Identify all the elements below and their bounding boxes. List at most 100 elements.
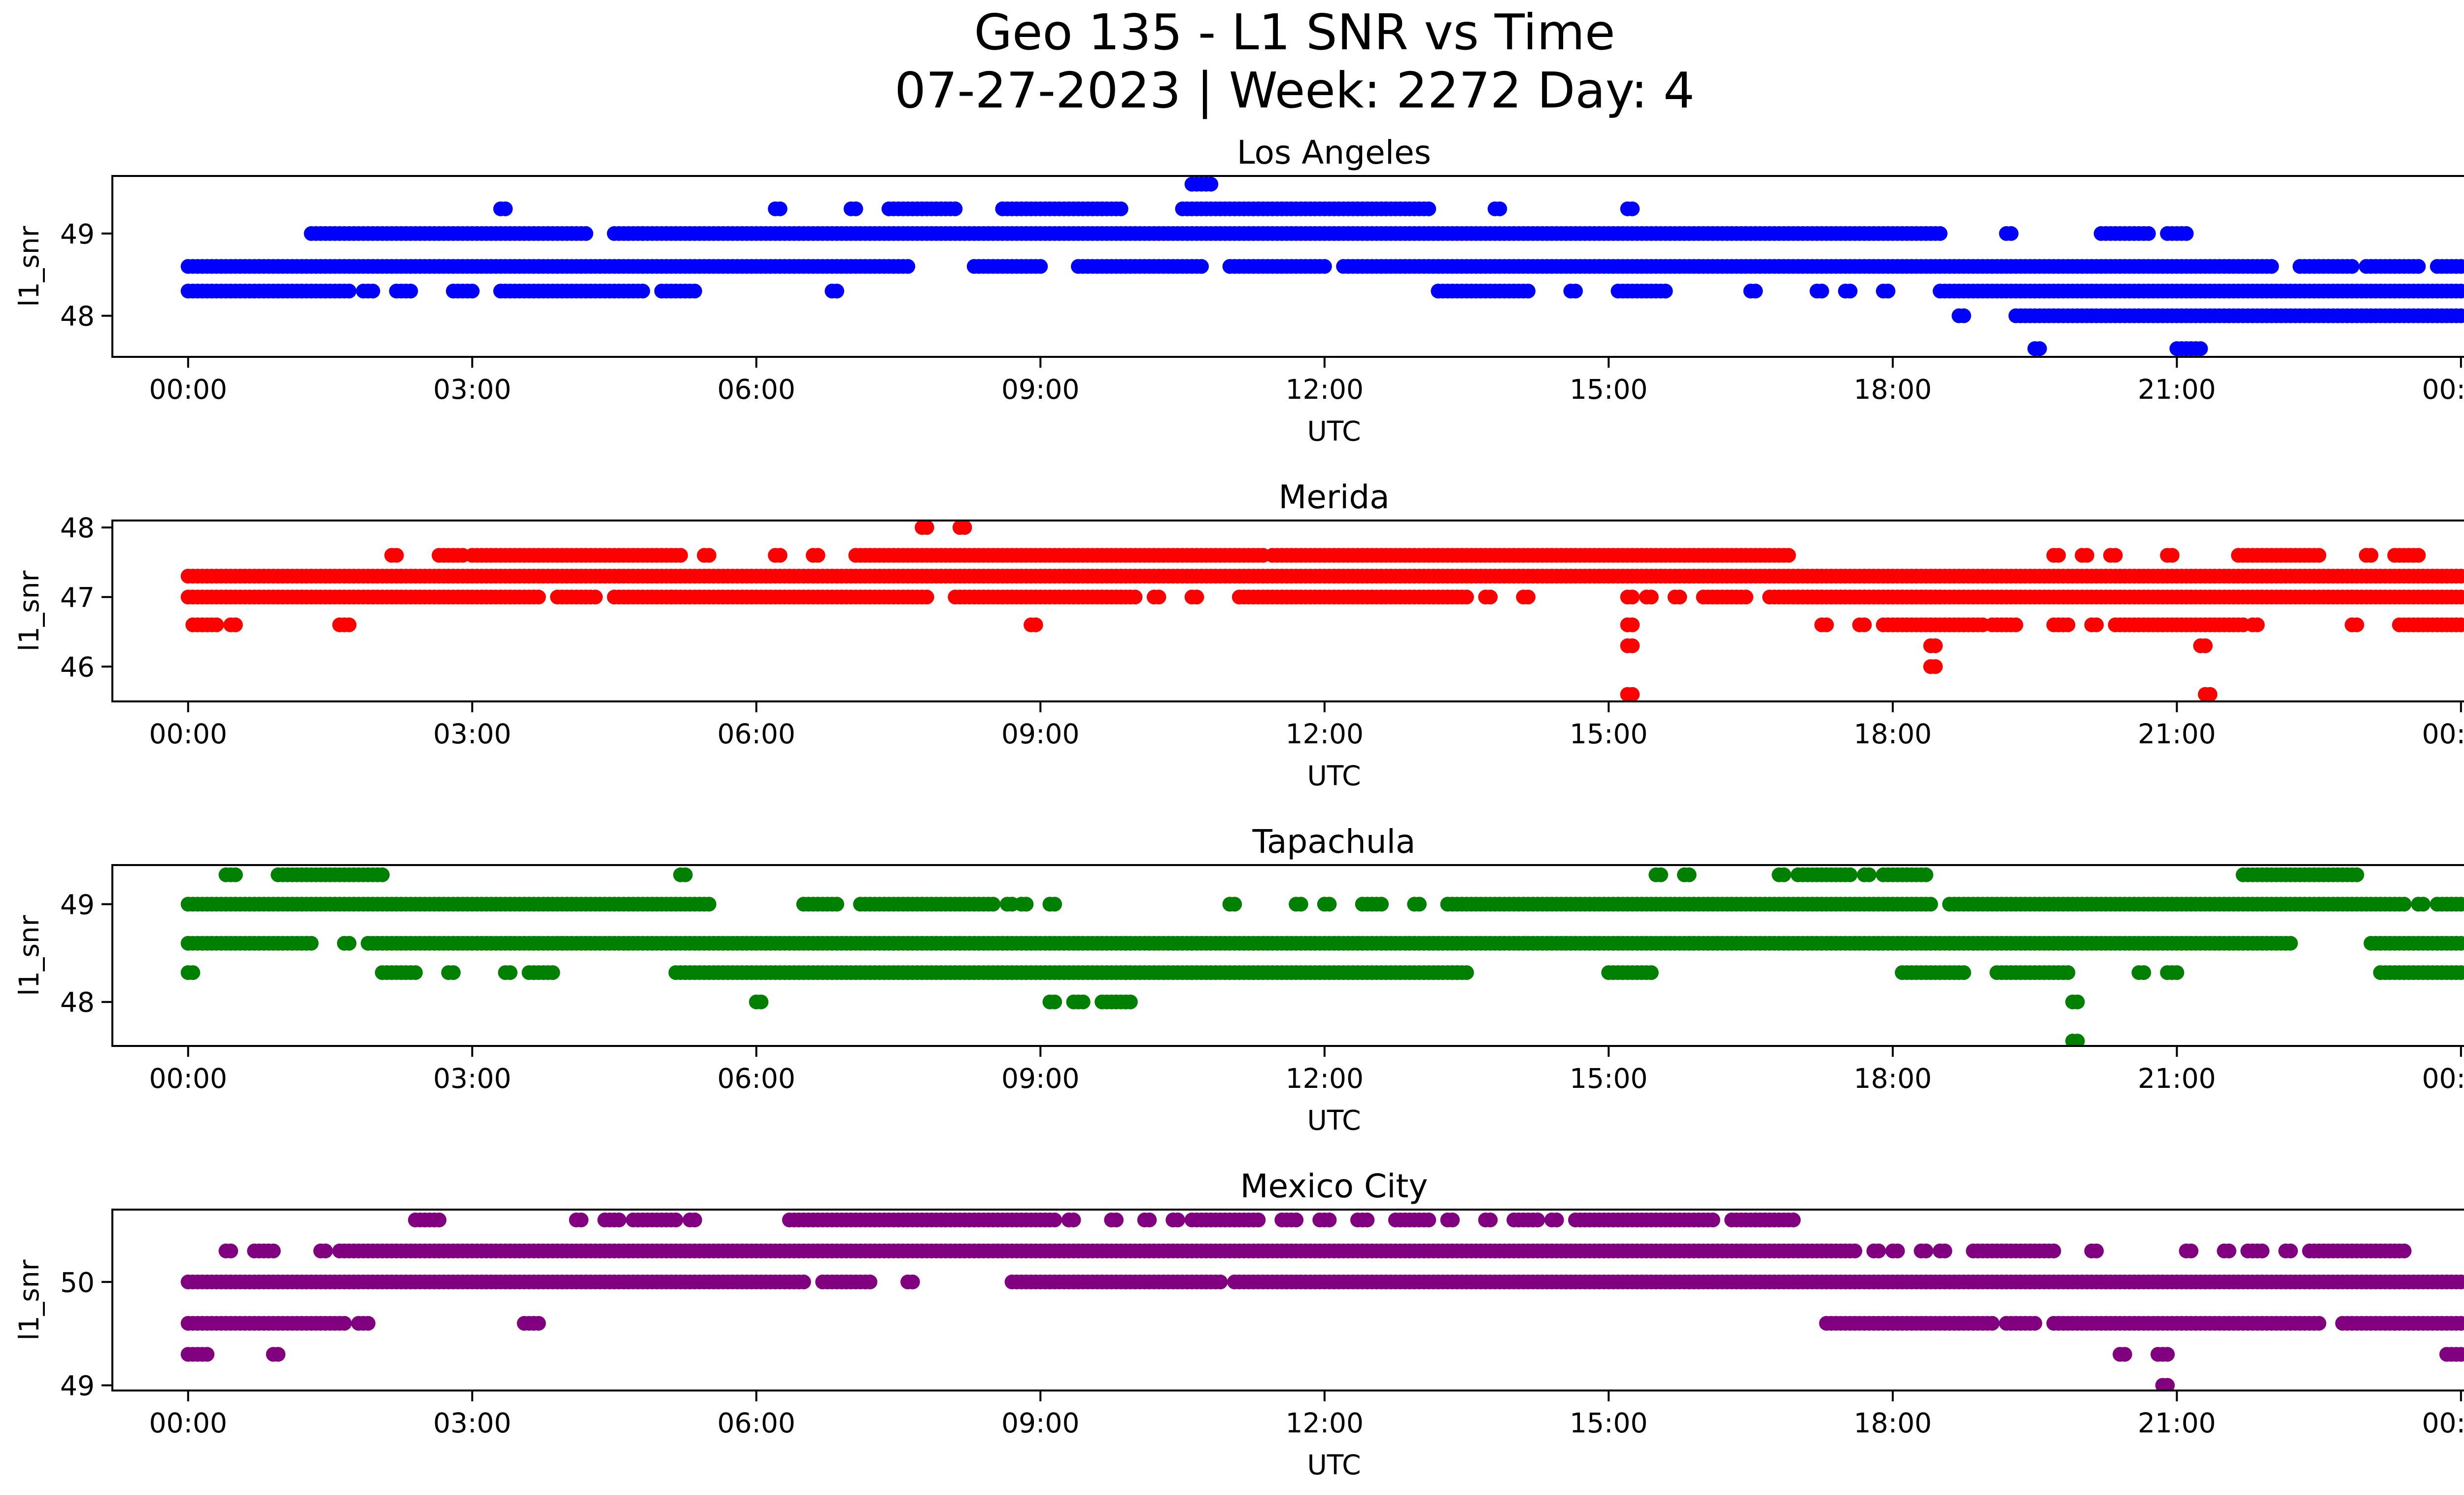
data-point: [266, 1243, 281, 1258]
data-point: [2453, 617, 2464, 632]
data-point: [2453, 1316, 2464, 1331]
data-point: [2060, 965, 2076, 980]
data-point: [2164, 548, 2180, 563]
data-point: [389, 548, 404, 563]
data-point: [1047, 897, 1062, 912]
data-point: [1128, 590, 1143, 605]
data-point: [1843, 283, 1858, 299]
data-point: [1520, 590, 1536, 605]
data-point: [1923, 897, 1938, 912]
data-point: [2453, 308, 2464, 323]
data-point: [545, 965, 560, 980]
subplot-title: Tapachula: [1252, 823, 1416, 861]
data-point: [1322, 1213, 1337, 1227]
data-point: [905, 1274, 920, 1289]
axes-frame: [111, 520, 2464, 702]
data-point: [2349, 867, 2364, 882]
data-point: [1421, 201, 1437, 216]
data-point: [635, 283, 650, 299]
data-point: [228, 617, 243, 632]
data-point: [337, 1316, 352, 1331]
x-tick-label: 21:00: [2138, 374, 2216, 405]
x-tick-label: 18:00: [1854, 1063, 1932, 1094]
x-tick-label: 06:00: [718, 1063, 796, 1094]
data-point: [185, 965, 201, 980]
data-point: [2179, 226, 2194, 241]
y-tick-label: 46: [60, 651, 95, 683]
data-point: [2453, 897, 2464, 912]
data-point: [1937, 1243, 1952, 1258]
data-point: [574, 1213, 589, 1227]
x-tick-label: 12:00: [1286, 718, 1364, 750]
data-point: [503, 965, 518, 980]
data-point: [2160, 1347, 2175, 1362]
data-point: [1289, 1213, 1304, 1227]
data-point: [1360, 1213, 1375, 1227]
data-point: [1412, 897, 1427, 912]
data-point: [2060, 617, 2076, 632]
data-point: [1843, 867, 1858, 882]
data-point: [1776, 867, 1791, 882]
data-point: [1956, 308, 1971, 323]
data-point: [200, 1347, 215, 1362]
data-point: [1928, 659, 1943, 674]
data-point: [1658, 283, 1673, 299]
subplot-title: Merida: [1278, 478, 1389, 516]
data-point: [2169, 965, 2185, 980]
data-point: [2453, 1274, 2464, 1289]
data-point: [1956, 965, 1971, 980]
data-point: [668, 1213, 684, 1227]
data-point: [829, 283, 845, 299]
data-point: [1374, 897, 1389, 912]
data-point: [2108, 548, 2123, 563]
data-point: [1918, 867, 1934, 882]
data-point: [1847, 1243, 1862, 1258]
data-point: [1227, 897, 1242, 912]
data-point: [986, 897, 1001, 912]
data-point: [304, 936, 319, 951]
data-point: [2349, 617, 2364, 632]
data-point: [1213, 1274, 1228, 1289]
x-axis-label: UTC: [1307, 1105, 1361, 1136]
scatter-series: [180, 176, 2464, 356]
data-point: [2416, 897, 2430, 912]
data-point: [2202, 687, 2218, 701]
data-point: [1109, 1213, 1124, 1227]
data-point: [753, 994, 769, 1009]
y-tick-label: 49: [60, 889, 95, 920]
data-point: [408, 965, 423, 980]
data-point: [1170, 1213, 1185, 1227]
x-tick-label: 03:00: [433, 374, 512, 405]
x-tick-label: 15:00: [1570, 1063, 1648, 1094]
data-point: [2344, 259, 2360, 274]
subplot-title: Los Angeles: [1237, 134, 1431, 172]
data-point: [772, 201, 787, 216]
data-point: [1881, 283, 1896, 299]
data-point: [2453, 590, 2464, 605]
data-point: [1194, 259, 1209, 274]
data-point: [1113, 201, 1129, 216]
data-point: [1322, 897, 1337, 912]
axes-frame: [111, 864, 2464, 1047]
data-point: [2311, 548, 2327, 563]
scatter-series: [180, 521, 2464, 701]
x-tick-label: 00:00: [2422, 374, 2464, 405]
data-point: [1047, 994, 1062, 1009]
x-tick-label: 12:00: [1286, 1063, 1364, 1094]
data-point: [531, 590, 546, 605]
data-point: [2453, 936, 2464, 951]
data-point: [772, 548, 787, 563]
data-point: [829, 897, 845, 912]
data-point: [588, 590, 603, 605]
y-axis-label: l1_snr: [13, 226, 45, 307]
x-tick-label: 09:00: [1001, 1063, 1080, 1094]
data-point: [957, 521, 972, 535]
x-tick-label: 00:00: [149, 374, 227, 405]
data-point: [2255, 1243, 2270, 1258]
data-point: [2136, 965, 2152, 980]
x-tick-label: 15:00: [1570, 374, 1648, 405]
data-point: [375, 867, 390, 882]
data-point: [2008, 617, 2023, 632]
data-point: [1672, 590, 1687, 605]
